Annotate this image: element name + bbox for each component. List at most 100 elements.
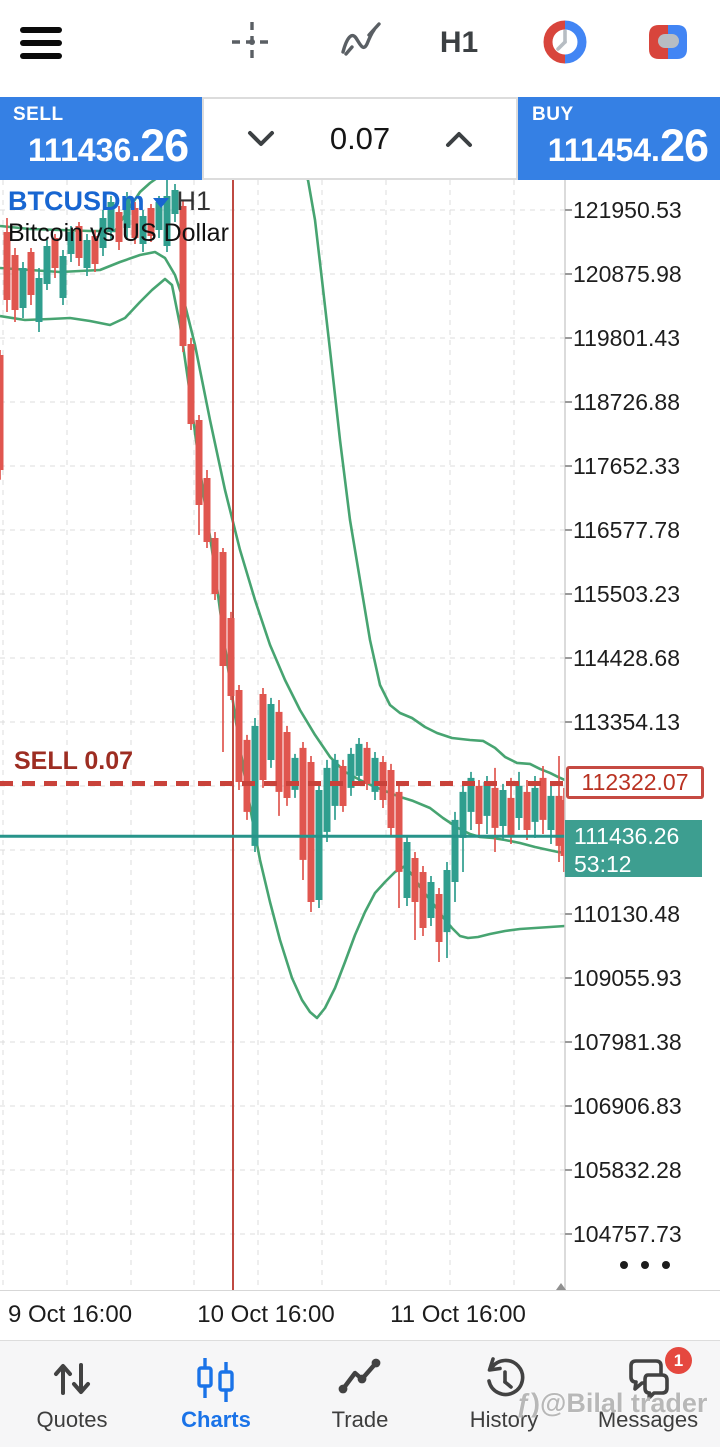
price-chart[interactable] [0,180,720,1290]
candle [147,208,155,236]
one-click-trading-icon[interactable] [644,18,692,66]
candle [259,694,267,780]
candle [59,256,67,298]
candle [51,238,59,268]
price-axis-label: 105832.28 [573,1157,682,1183]
symbol-name: BTCUSDm [8,186,145,216]
candle [211,538,219,594]
candle [43,246,51,284]
candle [3,232,11,300]
price-axis-label: 104757.73 [573,1221,682,1247]
volume-increase-button[interactable] [442,127,476,151]
messages-icon [629,1359,669,1400]
price-axis-label: 106906.83 [573,1093,682,1119]
candle [195,420,203,505]
candle [371,757,379,792]
chart-objects-indicator [620,1261,670,1269]
price-axis-label: 109055.93 [573,965,682,991]
candle [419,872,427,928]
candle [283,732,291,798]
candle [83,240,91,268]
price-axis-label: 117652.33 [573,453,681,479]
candle [179,206,187,346]
candle [323,767,331,832]
chart-timeframe: H1 [176,186,212,216]
candle [99,218,107,248]
candle [115,212,123,242]
candle [483,781,491,816]
price-axis-label: 121950.53 [573,197,682,223]
sell-price-main: 111436. [28,132,141,168]
candle [275,711,283,792]
candle [243,739,251,812]
candle [267,704,275,760]
candle [507,797,515,836]
candle [187,344,195,424]
candle [560,800,565,856]
bottom-nav: Quotes Charts Trade [0,1340,720,1447]
candle [443,870,451,933]
buy-price: 111454. 26 [548,120,709,172]
nav-item-history[interactable]: History [432,1341,576,1447]
sell-price-pips: 26 [140,120,189,171]
candle [355,743,363,776]
candle [403,842,411,898]
price-axis-label: 110130.48 [573,901,681,927]
candle [203,478,211,542]
candle [219,552,227,666]
candle [291,757,299,790]
menu-icon[interactable] [20,27,62,59]
price-axis-label: 113354.13 [573,709,681,735]
candle [107,202,115,232]
price-axis-label: 118726.88 [573,389,681,415]
charts-icon [197,1358,234,1402]
nav-item-charts[interactable]: Charts [144,1341,288,1447]
candle [163,196,171,246]
sell-button[interactable]: SELL 111436. 26 [0,97,202,180]
candle [547,795,555,830]
candle [523,791,531,830]
candle [491,787,499,828]
volume-decrease-button[interactable] [244,127,278,151]
candle [475,785,483,824]
time-axis: 9 Oct 16:00 10 Oct 16:00 11 Oct 16:00 [0,1290,720,1340]
bollinger-middle-band [0,250,565,855]
candle [19,268,27,308]
candle [0,355,4,470]
nav-item-quotes[interactable]: Quotes [0,1341,144,1447]
timeframe-button[interactable]: H1 [439,26,479,59]
messages-badge: 1 [665,1347,692,1374]
history-icon [487,1357,525,1397]
candle [123,198,131,228]
trade-sessions-clock-icon[interactable] [541,18,589,66]
nav-item-trade[interactable]: Trade [288,1341,432,1447]
candle [227,618,235,696]
top-toolbar: H1 [0,0,720,97]
buy-price-pips: 26 [659,120,709,171]
candle [155,202,163,230]
price-axis-label: 116577.78 [573,517,681,543]
sell-label: SELL [13,104,64,125]
candle [467,777,475,812]
candle [555,795,563,846]
price-axis-label: 107981.38 [573,1029,682,1055]
nav-item-messages[interactable]: 1 Messages [576,1341,720,1447]
candle [131,208,139,238]
symbol-selector[interactable]: BTCUSDm H1 [8,186,229,216]
candle [67,232,75,254]
quotes-icon [54,1363,90,1395]
candle [35,278,43,322]
indicators-icon[interactable] [338,20,382,64]
buy-button[interactable]: BUY 111454. 26 [518,97,720,180]
candle [395,791,403,872]
price-axis-label: 115503.23 [573,581,681,607]
candle [27,252,35,295]
bollinger-upper-band [0,180,565,782]
crosshair-icon[interactable] [230,20,274,64]
chevron-down-icon [152,198,169,208]
candle [307,762,315,902]
sell-price: 111436. 26 [28,120,189,172]
candle [451,819,459,882]
time-axis-label: 9 Oct 16:00 [7,1301,133,1328]
